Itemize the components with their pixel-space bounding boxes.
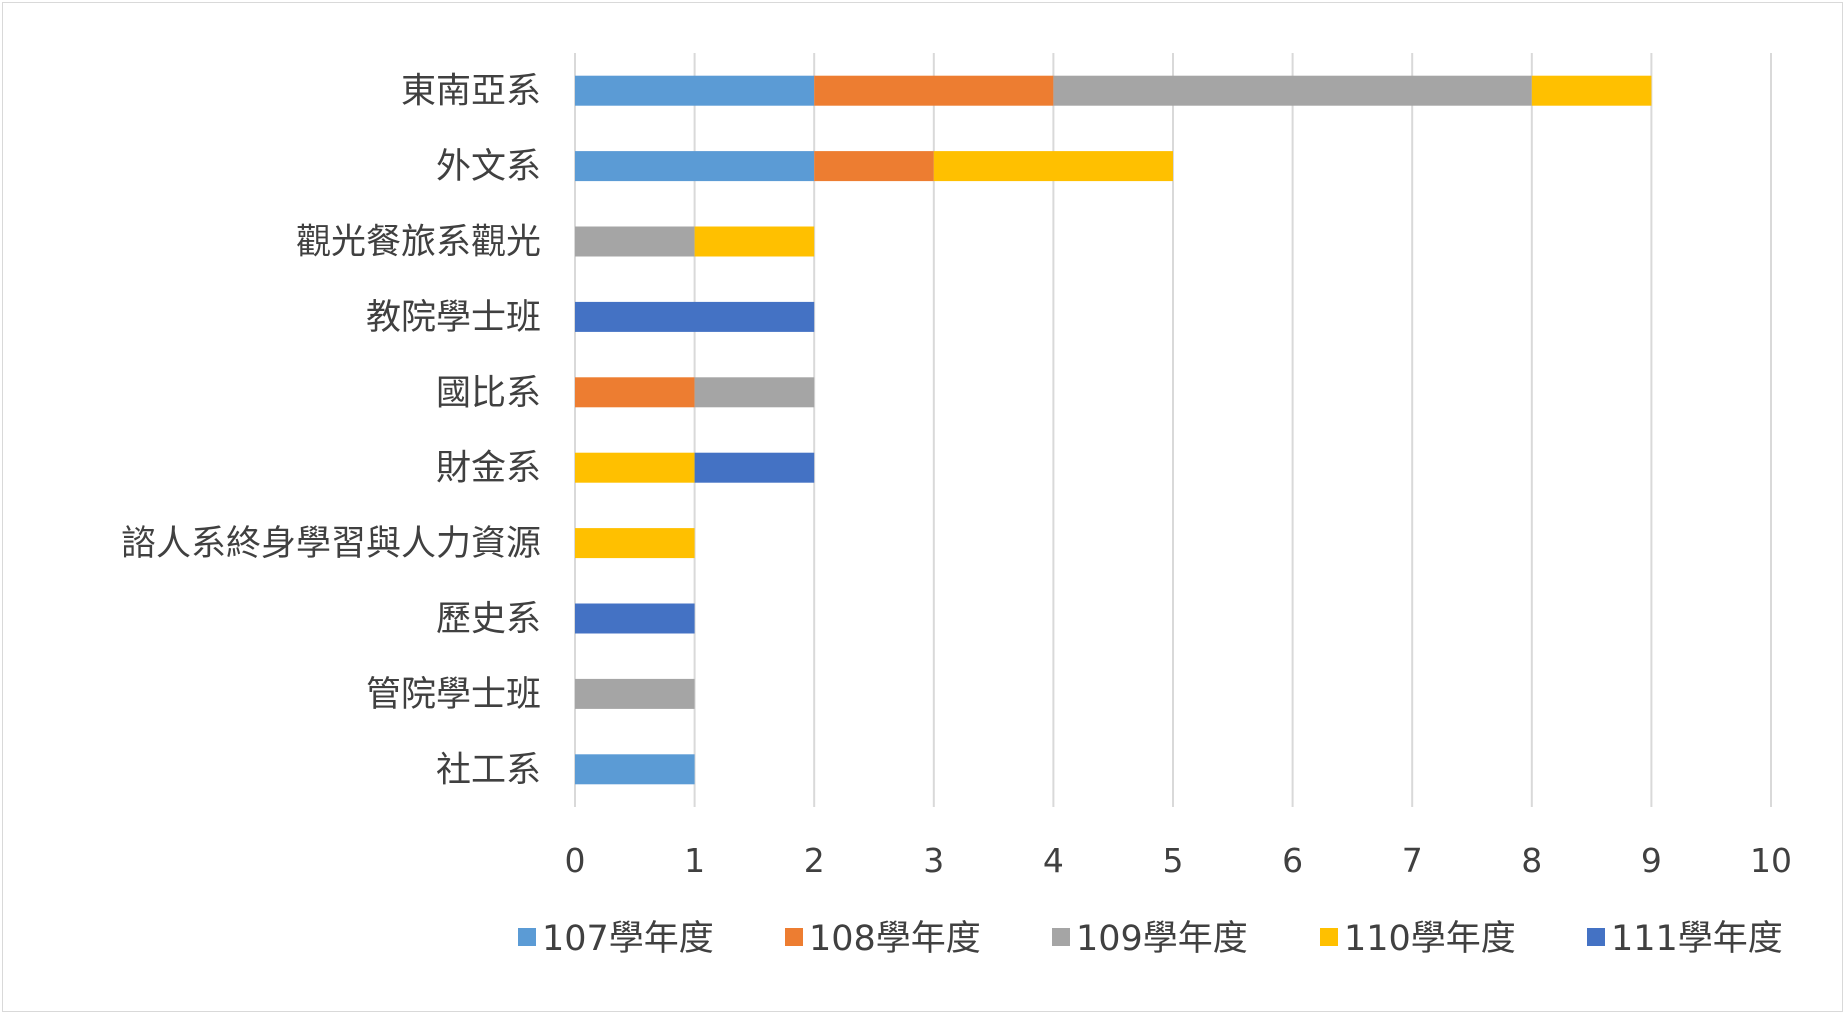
- bar-segment: [814, 75, 1054, 106]
- bar-segment: [694, 226, 815, 257]
- legend-label: 108學年度: [809, 919, 981, 959]
- x-tick-label: 0: [565, 841, 586, 880]
- x-tick-label: 2: [804, 841, 825, 880]
- legend-swatch: [785, 928, 803, 946]
- category-label: 財金系: [436, 449, 541, 489]
- x-tick-label: 9: [1641, 841, 1662, 880]
- x-tick-label: 3: [923, 841, 944, 880]
- x-tick-label: 1: [684, 841, 705, 880]
- category-label: 東南亞系: [401, 72, 541, 112]
- bar-segment: [575, 603, 695, 634]
- category-label: 歷史系: [436, 600, 541, 640]
- bar-segment: [933, 151, 1173, 182]
- bar-segment: [575, 151, 815, 182]
- category-label: 國比系: [436, 373, 541, 413]
- x-tick-label: 4: [1043, 841, 1064, 880]
- x-tick-label: 8: [1521, 841, 1542, 880]
- category-label: 社工系: [436, 750, 541, 790]
- legend-label: 109學年度: [1076, 919, 1248, 959]
- legend-swatch: [1320, 928, 1338, 946]
- bar-segment: [575, 226, 695, 257]
- legend-swatch: [1052, 928, 1070, 946]
- bar-segment: [575, 754, 695, 785]
- x-tick-label: 6: [1282, 841, 1303, 880]
- bar-segment: [575, 377, 695, 408]
- legend-label: 111學年度: [1611, 919, 1783, 959]
- legend-swatch: [1587, 928, 1605, 946]
- bar-segment: [694, 452, 815, 483]
- bar-segment: [694, 377, 815, 408]
- category-label: 觀光餐旅系觀光: [296, 223, 541, 263]
- legend-label: 107學年度: [542, 919, 714, 959]
- x-tick-label: 5: [1163, 841, 1184, 880]
- x-tick-label: 10: [1750, 841, 1792, 880]
- category-label: 諮人系終身學習與人力資源: [121, 524, 541, 564]
- bar-segment: [575, 75, 815, 106]
- bar-segment: [575, 452, 695, 483]
- x-tick-label: 7: [1402, 841, 1423, 880]
- category-label: 管院學士班: [366, 675, 541, 715]
- legend-swatch: [518, 928, 536, 946]
- bar-segment: [575, 678, 695, 709]
- bar-segment: [575, 528, 695, 559]
- bar-segment: [575, 301, 815, 332]
- category-label: 教院學士班: [366, 298, 541, 338]
- bar-segment: [814, 151, 934, 182]
- bar-segment: [1053, 75, 1532, 106]
- bar-segment: [1531, 75, 1652, 106]
- category-label: 外文系: [436, 147, 541, 187]
- legend-label: 110學年度: [1344, 919, 1516, 959]
